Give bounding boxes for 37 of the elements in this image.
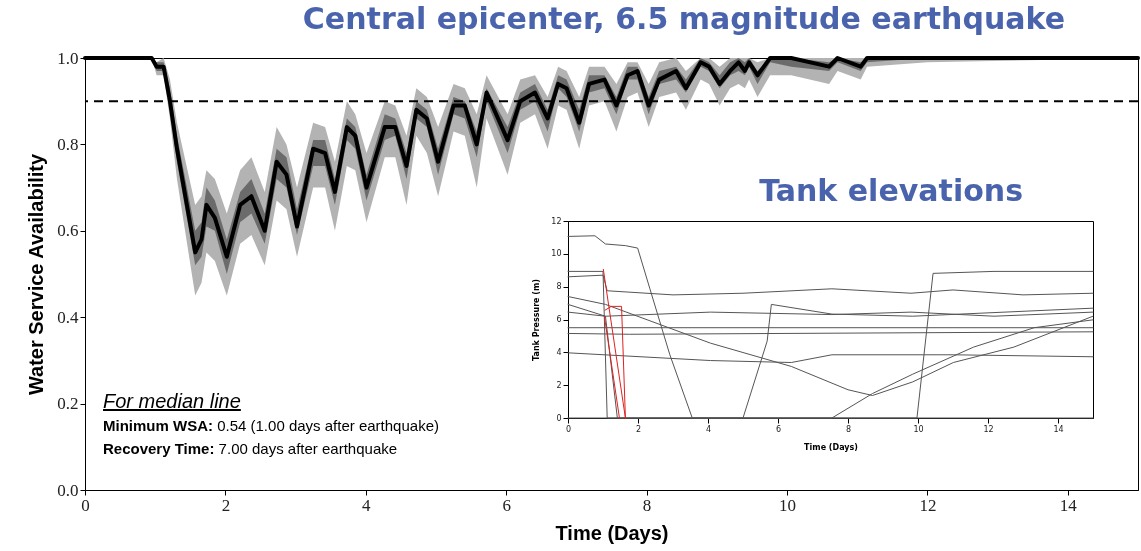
x-tick-label: 12 [983, 424, 994, 434]
y-tick-label: 0 [556, 413, 562, 423]
x-tick-label: 4 [362, 495, 372, 515]
x-tick-label: 4 [705, 424, 712, 434]
y-tick-label: 0.6 [57, 221, 79, 241]
x-tick-label: 14 [1059, 495, 1078, 515]
x-tick-label: 10 [779, 495, 796, 515]
x-tick-label: 8 [845, 424, 852, 434]
chart-title: Central epicenter, 6.5 magnitude earthquake [302, 1, 1065, 36]
y-tick-label: 0.0 [57, 480, 79, 500]
y-tick-label: 0.8 [57, 134, 79, 154]
annotation: Recovery Time: 7.00 days after earthquake [103, 440, 399, 457]
chart-title: Tank elevations [759, 173, 1023, 208]
y-tick-label: 1.0 [57, 48, 79, 68]
x-tick-label: 2 [221, 495, 231, 515]
annotation: Minimum WSA: 0.54 (1.00 days after earthquake) [103, 417, 439, 434]
x-axis-title: Time (Days) [555, 521, 669, 544]
x-tick-label: 0 [565, 424, 572, 434]
y-axis-title: Water Service Availability [25, 153, 48, 396]
y-tick-label: 6 [556, 315, 562, 324]
x-tick-label: 10 [913, 424, 924, 434]
x-tick-label: 2 [635, 424, 642, 434]
y-tick-label: 4 [556, 347, 562, 357]
y-tick-label: 8 [556, 282, 562, 292]
x-axis-title: Time (Days) [804, 442, 858, 452]
y-tick-label: 2 [556, 380, 562, 390]
annotation: For median line [103, 390, 242, 413]
y-tick-label: 10 [551, 249, 562, 259]
y-tick-label: 12 [551, 216, 562, 226]
x-tick-label: 6 [502, 495, 511, 515]
y-tick-label: 0.4 [57, 307, 79, 327]
x-tick-label: 12 [919, 495, 937, 515]
x-tick-label: 6 [775, 424, 782, 434]
x-tick-label: 8 [642, 495, 652, 515]
x-tick-label: 14 [1053, 424, 1064, 434]
y-tick-label: 0.2 [57, 394, 79, 414]
y-axis-title: Tank Pressure (m) [532, 279, 542, 361]
